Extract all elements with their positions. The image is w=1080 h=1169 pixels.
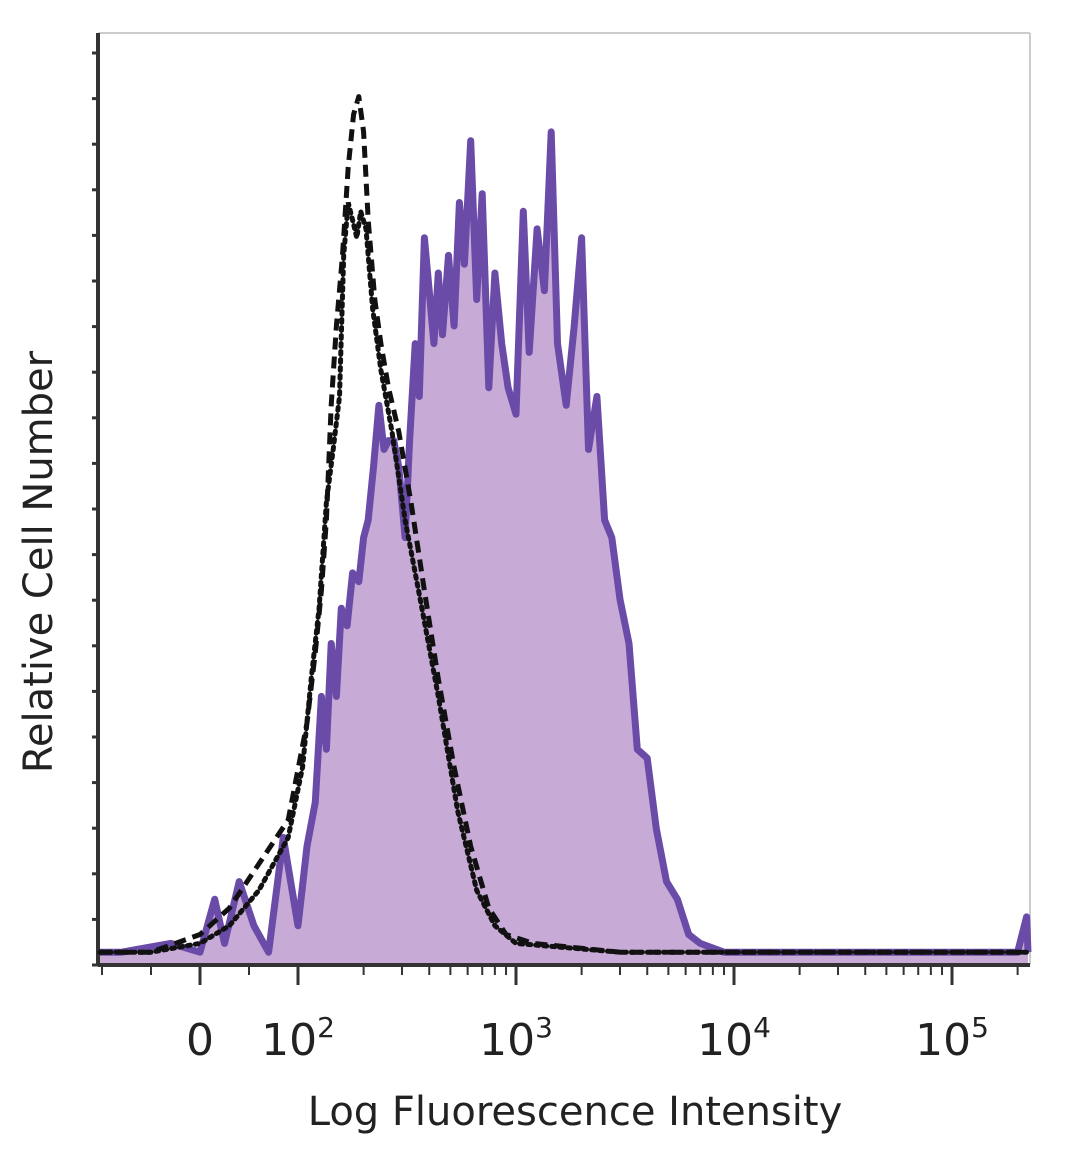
x-tick-label: 102 <box>261 1011 335 1066</box>
unstained-control-dotted-line <box>97 201 1031 955</box>
y-axis-label: Relative Cell Number <box>16 350 62 773</box>
x-tick-label: 104 <box>697 1011 771 1066</box>
x-tick-label: 103 <box>479 1011 553 1066</box>
isotype-control-dashed-line <box>100 94 1028 955</box>
y-axis-minor-ticks <box>92 51 98 967</box>
x-tick-label: 105 <box>915 1011 989 1066</box>
x-axis-tick-labels: 0 102 103 104 105 <box>186 1011 989 1066</box>
stained-sample-fill <box>100 131 1028 963</box>
x-tick-label-exponent: 2 <box>317 1011 335 1044</box>
x-axis-ticks <box>101 965 1019 985</box>
histogram-series <box>97 94 1032 963</box>
x-tick-label-exponent: 5 <box>971 1011 989 1044</box>
x-tick-label-exponent: 3 <box>535 1011 553 1044</box>
x-axis-label: Log Fluorescence Intensity <box>308 1089 843 1135</box>
stained-sample-line <box>100 128 1032 956</box>
x-tick-label: 0 <box>186 1015 214 1066</box>
x-tick-label-exponent: 4 <box>753 1011 771 1044</box>
